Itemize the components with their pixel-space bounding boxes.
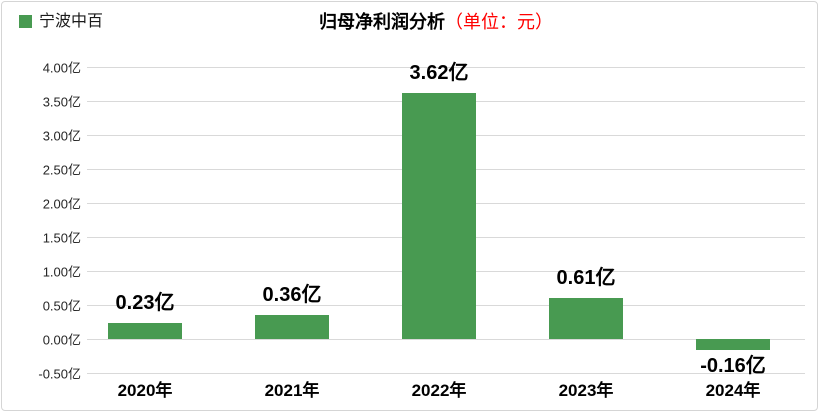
bar-2020年[interactable]	[108, 323, 182, 339]
bar-2024年[interactable]	[696, 339, 770, 350]
y-axis-tick-label: 1.00亿	[42, 264, 81, 280]
y-axis-tick-label: 2.50亿	[42, 162, 81, 178]
x-axis-tick-label: 2020年	[117, 381, 173, 400]
chart-title-main: 归母净利润分析	[319, 12, 445, 32]
bar-value-label: 0.61亿	[556, 266, 616, 289]
y-axis-tick-label: 4.00亿	[42, 60, 81, 76]
y-axis-tick-label: 0.50亿	[42, 298, 81, 314]
x-axis-tick-label: 2023年	[558, 381, 614, 400]
legend-swatch-icon	[19, 15, 32, 28]
y-gridline	[87, 339, 805, 340]
bar-value-label: 0.36亿	[262, 283, 322, 306]
bar-2023年[interactable]	[549, 297, 623, 339]
x-axis-tick-label: 2022年	[411, 381, 467, 400]
bar-2022年[interactable]	[402, 92, 476, 339]
x-axis-tick-label: 2021年	[264, 381, 320, 400]
x-axis-tick-label: 2024年	[705, 381, 761, 400]
y-gridline	[87, 67, 805, 68]
bar-2021年[interactable]	[255, 314, 329, 339]
y-axis-tick-label: 3.00亿	[42, 128, 81, 144]
legend-item-ningbo-zhongbai[interactable]: 宁波中百	[19, 13, 103, 30]
legend-label: 宁波中百	[39, 13, 104, 30]
bar-value-label: 3.62亿	[409, 61, 469, 84]
chart-title-unit: （单位：元）	[445, 12, 553, 32]
y-axis-tick-label: 3.50亿	[42, 94, 81, 110]
y-axis-tick-label: -0.50亿	[38, 366, 81, 382]
y-axis-tick-label: 0.00亿	[42, 332, 81, 348]
bar-value-label: -0.16亿	[700, 354, 766, 377]
y-axis-tick-label: 1.50亿	[42, 230, 81, 246]
bar-value-label: 0.23亿	[115, 292, 175, 315]
chart-title: 归母净利润分析（单位：元）	[319, 11, 553, 33]
y-axis-tick-label: 2.00亿	[42, 196, 81, 212]
y-gridline	[87, 373, 805, 374]
